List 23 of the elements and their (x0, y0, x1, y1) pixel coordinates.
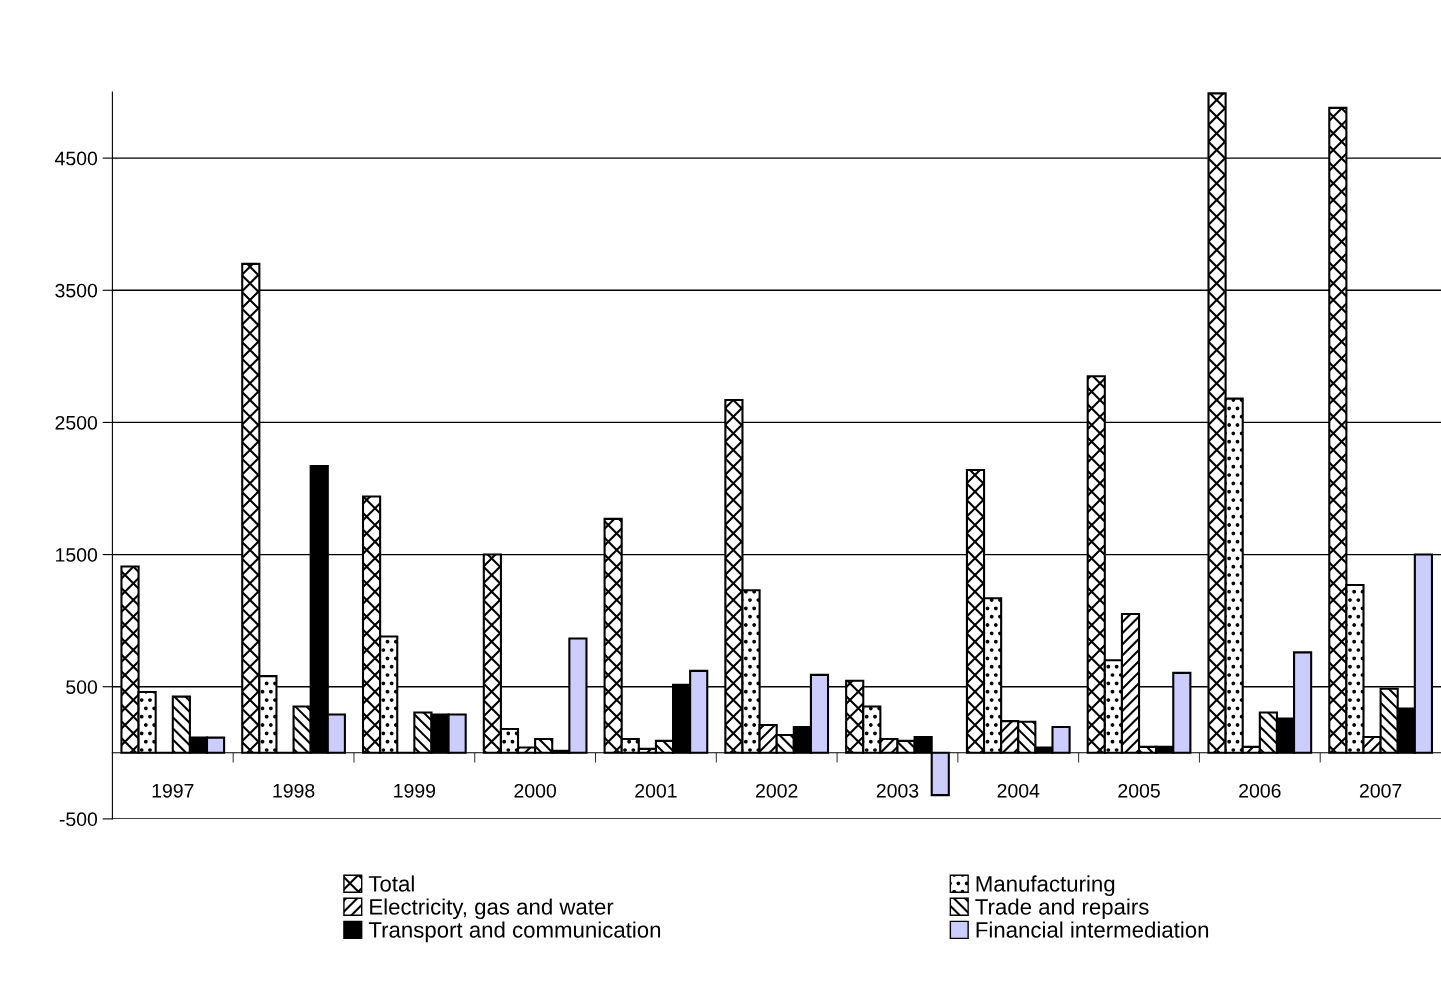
y-tick-label: 500 (66, 680, 98, 694)
legend-label: Total (368, 875, 414, 892)
legend-label: Electricity, gas and water (370, 898, 614, 920)
x-tick-label: 2007 (1359, 783, 1402, 798)
legend-label: Trade and repairs (975, 898, 1149, 920)
x-tick-label: 2005 (1118, 783, 1160, 798)
x-tick-label: 1998 (273, 783, 315, 798)
x-tick-label: 2000 (514, 783, 556, 798)
x-tick-label: 2006 (1239, 783, 1281, 798)
x-tick-label: 2004 (997, 783, 1040, 798)
x-tick-label: 2001 (635, 783, 677, 798)
legend-label: Manufacturing (976, 875, 1115, 897)
y-tick-label: 4500 (55, 151, 98, 166)
x-tick-label: 1997 (152, 783, 194, 798)
x-tick-label: 1999 (394, 783, 436, 798)
legend-label: Transport and communication (368, 921, 661, 943)
y-tick-label: 2500 (55, 415, 98, 430)
y-tick-label: -500 (59, 812, 98, 827)
x-tick-label: 2002 (756, 783, 798, 798)
y-tick-label: 3500 (55, 283, 98, 298)
y-tick-label: 1500 (56, 548, 98, 562)
x-tick-label: 2003 (876, 783, 919, 798)
legend-label: Financial intermediation (976, 921, 1209, 938)
